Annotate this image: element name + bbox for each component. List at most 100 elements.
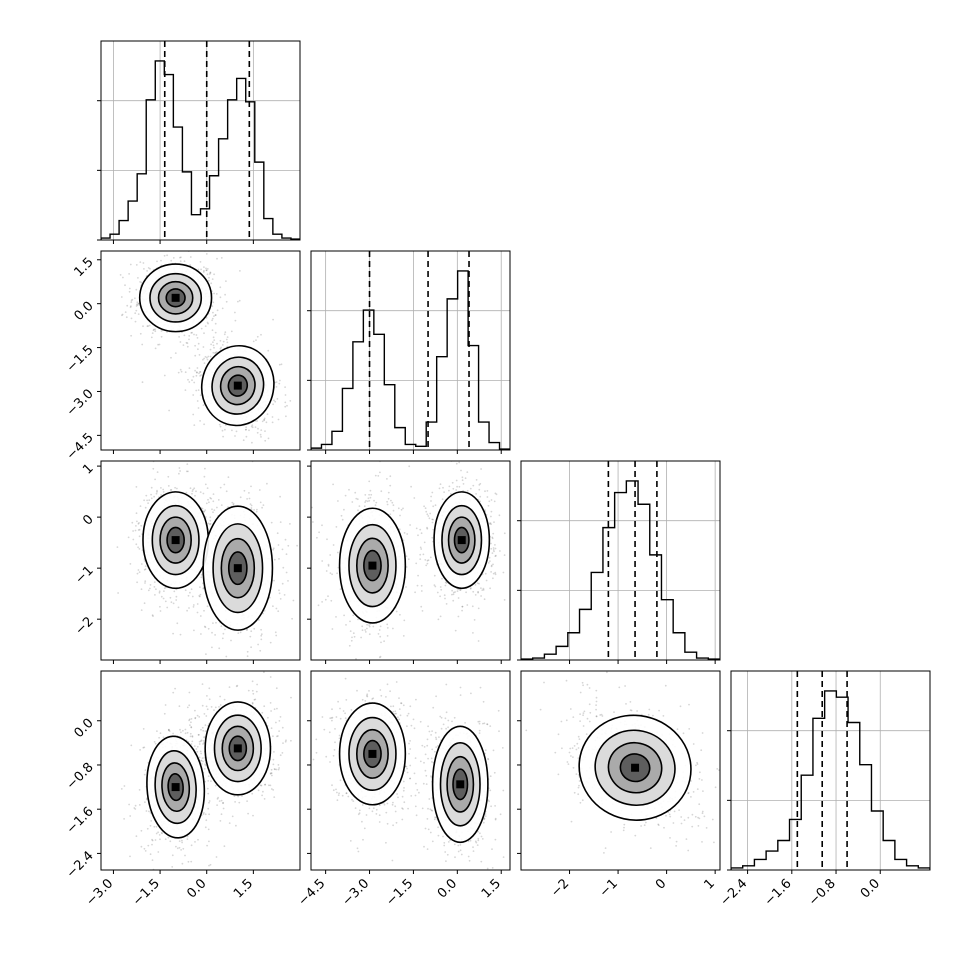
scatter-point xyxy=(280,363,283,366)
scatter-point xyxy=(475,493,477,495)
scatter-point xyxy=(209,272,212,274)
scatter-point xyxy=(340,514,343,517)
scatter-point xyxy=(368,625,371,628)
scatter-point xyxy=(172,246,174,248)
scatter-point xyxy=(426,559,429,562)
scatter-point xyxy=(235,824,237,827)
scatter-point xyxy=(349,630,352,632)
scatter-point xyxy=(191,736,194,738)
scatter-point xyxy=(380,641,382,644)
scatter-point xyxy=(198,756,201,759)
scatter-point xyxy=(146,325,149,328)
scatter-point xyxy=(278,589,280,592)
scatter-point xyxy=(214,352,216,354)
scatter-point xyxy=(200,576,203,579)
scatter-point xyxy=(251,702,254,705)
scatter-point xyxy=(202,358,204,361)
scatter-point xyxy=(199,586,201,588)
scatter-point xyxy=(147,325,150,327)
scatter-point xyxy=(246,650,249,653)
scatter-point xyxy=(270,727,273,730)
scatter-point xyxy=(153,581,156,583)
scatter-point xyxy=(494,547,497,550)
scatter-point xyxy=(146,827,149,830)
scatter-point xyxy=(336,551,339,554)
scatter-point xyxy=(228,822,231,824)
scatter-point xyxy=(234,319,237,322)
scatter-point xyxy=(224,428,226,431)
scatter-point xyxy=(212,622,214,624)
scatter-point xyxy=(130,301,133,303)
scatter-point xyxy=(492,532,495,535)
scatter-point xyxy=(198,595,201,597)
scatter-point xyxy=(144,769,147,771)
scatter-point xyxy=(204,813,207,816)
scatter-point xyxy=(478,484,481,486)
scatter-point xyxy=(186,871,188,873)
scatter-point xyxy=(230,330,233,333)
scatter-point xyxy=(191,595,194,598)
scatter-point xyxy=(222,340,225,343)
scatter-point xyxy=(149,587,151,590)
scatter-point xyxy=(256,683,258,686)
scatter-point xyxy=(145,810,148,812)
scatter-point xyxy=(441,498,444,501)
scatter-point xyxy=(243,489,246,492)
scatter-point xyxy=(202,404,205,407)
scatter-point xyxy=(366,627,368,630)
scatter-point xyxy=(180,370,183,373)
scatter-point xyxy=(172,602,175,605)
scatter-point xyxy=(264,783,267,786)
scatter-point xyxy=(434,504,437,507)
scatter-point xyxy=(421,610,424,612)
scatter-point xyxy=(407,558,410,561)
scatter-point xyxy=(188,704,191,707)
scatter-point xyxy=(208,801,210,804)
scatter-point xyxy=(184,728,187,731)
scatter-point xyxy=(446,453,448,455)
scatter-point xyxy=(461,479,464,482)
scatter-point xyxy=(212,500,215,503)
scatter-point xyxy=(285,553,288,556)
scatter-point xyxy=(172,691,175,694)
scatter-point xyxy=(144,850,147,852)
scatter-point xyxy=(153,586,156,588)
scatter-point xyxy=(490,547,493,550)
scatter-point xyxy=(251,792,254,795)
scatter-point xyxy=(162,736,165,739)
scatter-point xyxy=(364,631,367,633)
scatter-point xyxy=(194,344,197,347)
scatter-point xyxy=(476,582,479,585)
scatter-point xyxy=(271,421,274,424)
scatter-point xyxy=(256,431,259,434)
scatter-point xyxy=(443,491,445,493)
scatter-point xyxy=(481,589,484,591)
scatter-point xyxy=(245,663,247,665)
scatter-point xyxy=(273,579,275,582)
scatter-point xyxy=(402,507,404,510)
scatter-point xyxy=(149,584,152,586)
panel-frame xyxy=(520,460,721,661)
scatter-point xyxy=(190,721,192,724)
scatter-point xyxy=(250,507,253,509)
scatter-point xyxy=(339,588,342,591)
scatter-point xyxy=(261,667,263,669)
scatter-point xyxy=(199,371,201,373)
scatter-point xyxy=(203,768,206,770)
scatter-point xyxy=(350,639,353,642)
scatter-point xyxy=(489,522,492,524)
panel-frame xyxy=(310,460,511,661)
scatter-point xyxy=(251,689,254,692)
scatter-point xyxy=(141,343,144,346)
scatter-point xyxy=(176,847,179,850)
scatter-point xyxy=(356,498,359,501)
scatter-point xyxy=(168,729,170,732)
scatter-point xyxy=(464,477,467,480)
scatter-point xyxy=(143,773,146,776)
scatter-point xyxy=(143,499,146,502)
scatter-point xyxy=(190,860,193,863)
scatter-point xyxy=(289,400,292,402)
scatter-point xyxy=(461,476,464,479)
scatter-point xyxy=(192,394,195,396)
scatter-point xyxy=(198,716,201,718)
